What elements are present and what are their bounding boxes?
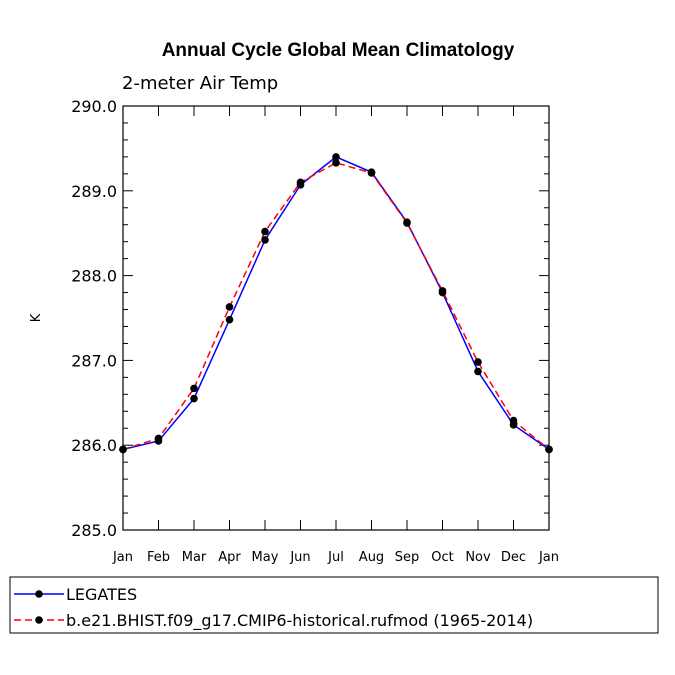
legend: LEGATES b.e21.BHIST.f09_g17.CMIP6-histori…	[14, 585, 533, 631]
series-1-point	[190, 394, 198, 403]
y-tick-label: 288.0	[71, 267, 117, 286]
series-2-point	[296, 178, 305, 187]
series-2-point	[332, 159, 340, 167]
x-tick-label: Jul	[327, 550, 344, 565]
series-2-point	[154, 434, 163, 443]
x-tick-label: Nov	[465, 550, 491, 565]
axis-ticks: 285.0 286.0 287.0 288.0 289.0 290.0 Jan Feb Mar A…	[71, 97, 559, 565]
x-tick-label: Mar	[182, 550, 207, 565]
x-tick-label: Jun	[289, 550, 310, 565]
x-tick-label: Feb	[147, 550, 170, 565]
y-axis-label: K	[29, 313, 44, 322]
y-tick-label: 287.0	[71, 351, 117, 370]
y-tick-label: 285.0	[71, 521, 117, 540]
legend-box	[9, 576, 659, 634]
series-1-point	[261, 236, 269, 244]
legend-marker-2	[35, 616, 43, 624]
x-tick-label: Sep	[395, 550, 420, 565]
series-line-1	[122, 156, 550, 451]
legend-label-1: LEGATES	[66, 585, 137, 604]
x-tick-label: Jan	[538, 550, 559, 565]
x-tick-label: Aug	[359, 550, 384, 565]
legend-marker-1	[35, 590, 43, 598]
chart-title: Annual Cycle Global Mean Climatology	[162, 40, 515, 61]
y-tick-label: 286.0	[71, 436, 117, 455]
legend-label-2: b.e21.BHIST.f09_g17.CMIP6-historical.ruf…	[66, 611, 533, 631]
series-2-point	[509, 416, 518, 425]
plot-frame	[122, 105, 550, 531]
series-layer	[119, 153, 553, 454]
series-2-point	[545, 445, 553, 454]
series-2-point	[438, 287, 447, 295]
x-tick-label: Oct	[431, 550, 453, 565]
series-2-point	[225, 303, 234, 311]
series-2-point	[474, 358, 482, 366]
y-tick-label: 289.0	[71, 182, 117, 201]
chart-subtitle: 2-meter Air Temp	[122, 73, 278, 94]
series-2-point	[119, 445, 127, 454]
x-tick-label: May	[252, 550, 279, 565]
x-tick-label: Apr	[218, 550, 241, 565]
series-1-point	[225, 315, 234, 324]
series-2-point	[190, 384, 198, 393]
x-tick-label: Dec	[501, 550, 526, 565]
series-1-point	[474, 367, 482, 376]
x-tick-label: Jan	[112, 550, 133, 565]
series-1-point	[332, 153, 340, 161]
series-2-point	[261, 227, 269, 236]
series-2-point	[367, 169, 376, 177]
series-2-point	[403, 219, 411, 227]
y-tick-label: 290.0	[71, 97, 117, 116]
